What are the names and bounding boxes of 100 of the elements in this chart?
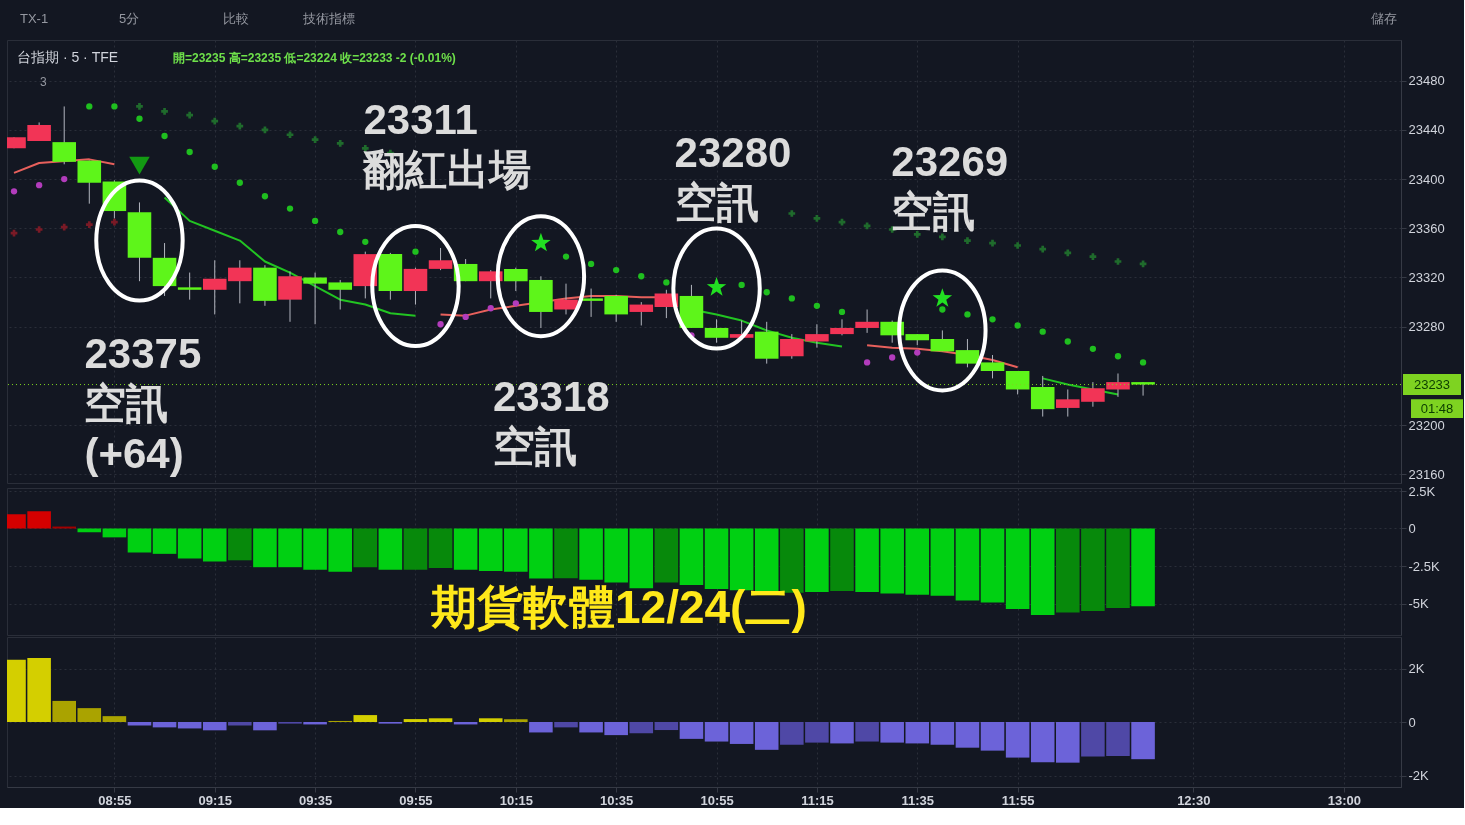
bar: [679, 722, 704, 739]
bar: [955, 528, 980, 601]
bar: [228, 528, 252, 561]
bar: [127, 528, 152, 553]
text: 台指期 · 5 · TFE: [17, 49, 119, 65]
bar: [152, 722, 177, 728]
y-tick-label: -2.5K: [1408, 558, 1440, 574]
point: [111, 103, 118, 110]
point: [706, 277, 727, 296]
point: [161, 108, 168, 115]
point: [362, 238, 369, 245]
x-tick-label: 09:55: [399, 792, 433, 808]
point: [85, 221, 93, 228]
candlestick: [704, 318, 729, 344]
bar: [453, 528, 478, 570]
bar: [504, 719, 528, 723]
point: [788, 210, 796, 217]
text: 01:48: [1420, 400, 1454, 416]
point: [186, 111, 194, 119]
point: [136, 115, 143, 122]
bar: [1131, 722, 1155, 760]
bar: [478, 718, 503, 723]
point: [989, 239, 996, 247]
point: [638, 273, 645, 280]
point: [763, 289, 770, 296]
point: [161, 132, 168, 140]
x-tick-label: 10:35: [600, 792, 634, 808]
y-tick-label: 23440: [1408, 122, 1445, 138]
point: [838, 308, 846, 316]
bar: [228, 722, 252, 726]
x-tick-label: 09:15: [198, 792, 232, 808]
bar: [654, 722, 679, 731]
bar: [830, 528, 854, 592]
point: [531, 232, 551, 252]
bar: [403, 719, 428, 723]
bar: [1005, 528, 1030, 609]
bar: [855, 722, 879, 742]
point: [1014, 322, 1021, 329]
annotation: 23280 空訊: [674, 128, 792, 226]
point: [863, 222, 871, 230]
bar: [930, 722, 955, 745]
candlestick: [629, 301, 654, 326]
bar: [955, 722, 980, 748]
bar: [428, 718, 453, 723]
y-tick-label: 23200: [1408, 417, 1445, 433]
bar: [403, 528, 428, 570]
text: 比較: [223, 11, 249, 26]
candlestick: [278, 270, 302, 323]
point: [562, 253, 570, 260]
bar: [378, 528, 403, 570]
bar: [253, 722, 277, 731]
point: [788, 295, 795, 302]
bar: [704, 528, 729, 589]
point: [1039, 328, 1046, 335]
x-tick-label: 11:35: [901, 792, 935, 808]
x-tick-label: 08:55: [98, 792, 132, 808]
bar: [353, 715, 378, 723]
candlestick: [428, 247, 453, 271]
point: [111, 218, 118, 226]
point: [989, 316, 996, 323]
candlestick: [403, 267, 428, 306]
bar: [102, 716, 127, 723]
point: [487, 305, 494, 312]
point: [462, 313, 469, 321]
bar: [1131, 528, 1155, 607]
bar: [428, 528, 453, 568]
x-tick-label: 11:55: [1001, 792, 1035, 808]
y-tick-label: 23160: [1408, 466, 1445, 482]
point: [964, 237, 971, 244]
point: [236, 179, 243, 186]
x-tick-label: 11:15: [801, 792, 834, 808]
bar: [729, 528, 754, 591]
bar: [1030, 528, 1055, 616]
candlestick: [955, 338, 980, 368]
point: [10, 229, 18, 237]
point: [211, 117, 219, 125]
candlestick: [1005, 370, 1030, 395]
y-tick-label: 23480: [1408, 73, 1445, 89]
point: [939, 233, 946, 241]
point: [211, 163, 218, 170]
text: 技術指標: [302, 11, 355, 26]
bar: [930, 528, 955, 596]
point: [86, 103, 93, 110]
bar: [704, 722, 729, 742]
x-tick-label: 13:00: [1327, 792, 1361, 808]
text: 5分: [119, 11, 140, 26]
annotation: 3: [40, 75, 47, 89]
bar: [152, 528, 177, 554]
bar: [679, 528, 704, 586]
point: [129, 156, 150, 175]
bar: [754, 722, 779, 750]
candlestick: [1131, 381, 1155, 397]
point: [10, 188, 18, 195]
annotation: 23311 翻紅出場: [362, 96, 532, 194]
point: [663, 279, 670, 286]
bar: [202, 722, 227, 731]
point: [336, 140, 344, 147]
point: [186, 148, 193, 156]
y-tick-label: 2K: [1408, 661, 1425, 677]
point: [60, 223, 68, 231]
